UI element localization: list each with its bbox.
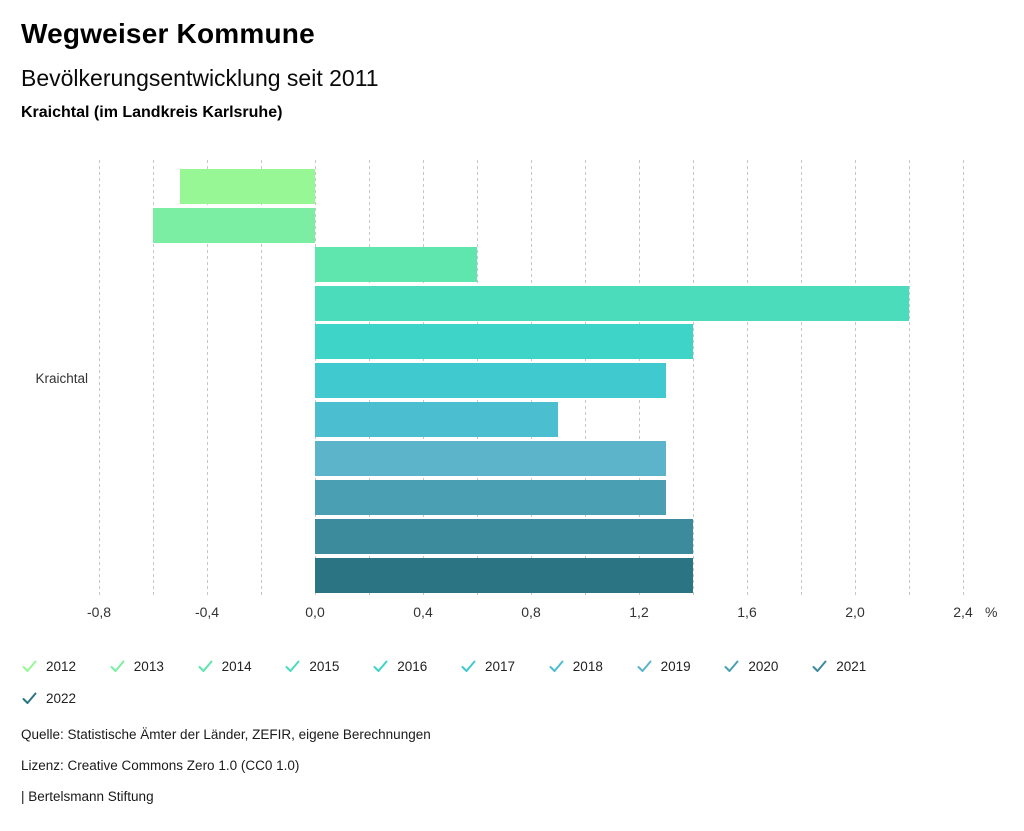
- gridline: [692, 160, 694, 598]
- license-note: Lizenz: Creative Commons Zero 1.0 (CC0 1…: [21, 758, 300, 773]
- gridline: [854, 160, 856, 598]
- gridline: [206, 160, 208, 598]
- check-icon: [22, 692, 37, 704]
- legend-year-label: 2017: [485, 658, 516, 674]
- check-icon: [110, 660, 125, 672]
- legend-item-2020[interactable]: 2020: [724, 657, 778, 675]
- legend-year-label: 2012: [46, 658, 77, 674]
- x-axis-tick-label: -0,4: [194, 604, 220, 620]
- legend-year-label: 2016: [397, 658, 428, 674]
- gridline: [152, 160, 154, 598]
- attribution-note: | Bertelsmann Stiftung: [21, 789, 154, 804]
- check-icon: [461, 660, 476, 672]
- legend-year-label: 2018: [572, 658, 603, 674]
- legend-item-2013[interactable]: 2013: [110, 657, 164, 675]
- check-icon: [549, 660, 564, 672]
- gridline: [908, 160, 910, 598]
- legend-item-2014[interactable]: 2014: [198, 657, 252, 675]
- check-icon: [637, 660, 652, 672]
- page-title: Wegweiser Kommune: [21, 18, 315, 49]
- x-axis-tick-label: 0,4: [413, 604, 433, 620]
- legend-item-2018[interactable]: 2018: [549, 657, 603, 675]
- check-icon: [198, 660, 213, 672]
- x-axis-tick-label: 2,4: [953, 604, 973, 620]
- check-icon: [724, 660, 739, 672]
- bar-2012[interactable]: [180, 169, 315, 204]
- bar-2022[interactable]: [315, 557, 693, 593]
- legend-item-2019[interactable]: 2019: [637, 657, 691, 675]
- bar-2016[interactable]: [315, 324, 693, 360]
- gridline: [800, 160, 802, 598]
- gridline: [962, 160, 964, 598]
- check-icon: [373, 660, 388, 672]
- x-axis-tick-label: -0,8: [86, 604, 112, 620]
- gridline: [746, 160, 748, 598]
- bar-2013[interactable]: [153, 207, 315, 243]
- legend-year-label: 2020: [748, 658, 779, 674]
- gridline: [98, 160, 100, 598]
- gridline: [260, 160, 262, 598]
- chart-title: Bevölkerungsentwicklung seit 2011: [21, 65, 379, 91]
- x-axis-tick-label: 1,6: [737, 604, 757, 620]
- x-axis-tick-label: 2,0: [845, 604, 865, 620]
- x-axis-tick-label: 1,2: [629, 604, 649, 620]
- bar-2020[interactable]: [315, 479, 666, 515]
- bar-2015[interactable]: [315, 285, 909, 321]
- legend-item-2021[interactable]: 2021: [812, 657, 866, 675]
- legend-item-2017[interactable]: 2017: [461, 657, 515, 675]
- legend-item-2022[interactable]: 2022: [22, 689, 76, 707]
- bar-2021[interactable]: [315, 518, 693, 554]
- legend-item-2012[interactable]: 2012: [22, 657, 76, 675]
- chart-region-subtitle: Kraichtal (im Landkreis Karlsruhe): [21, 104, 283, 121]
- legend-year-label: 2013: [133, 658, 164, 674]
- check-icon: [812, 660, 827, 672]
- check-icon: [285, 660, 300, 672]
- bar-2014[interactable]: [315, 246, 477, 282]
- x-axis-unit-label: %: [985, 604, 998, 620]
- bar-2019[interactable]: [315, 440, 666, 476]
- x-axis-tick-label: 0,0: [305, 604, 325, 620]
- x-axis-tick-label: 0,8: [521, 604, 541, 620]
- bar-2018[interactable]: [315, 402, 558, 438]
- legend-item-2016[interactable]: 2016: [373, 657, 427, 675]
- legend-year-label: 2022: [46, 690, 77, 706]
- legend-year-label: 2021: [836, 658, 867, 674]
- legend-year-label: 2015: [309, 658, 340, 674]
- legend-year-label: 2014: [221, 658, 252, 674]
- legend-item-2015[interactable]: 2015: [285, 657, 339, 675]
- y-axis-category-label: Kraichtal: [35, 371, 88, 386]
- check-icon: [22, 660, 37, 672]
- legend-year-label: 2019: [660, 658, 691, 674]
- bar-2017[interactable]: [315, 363, 666, 399]
- source-note: Quelle: Statistische Ämter der Länder, Z…: [21, 727, 431, 742]
